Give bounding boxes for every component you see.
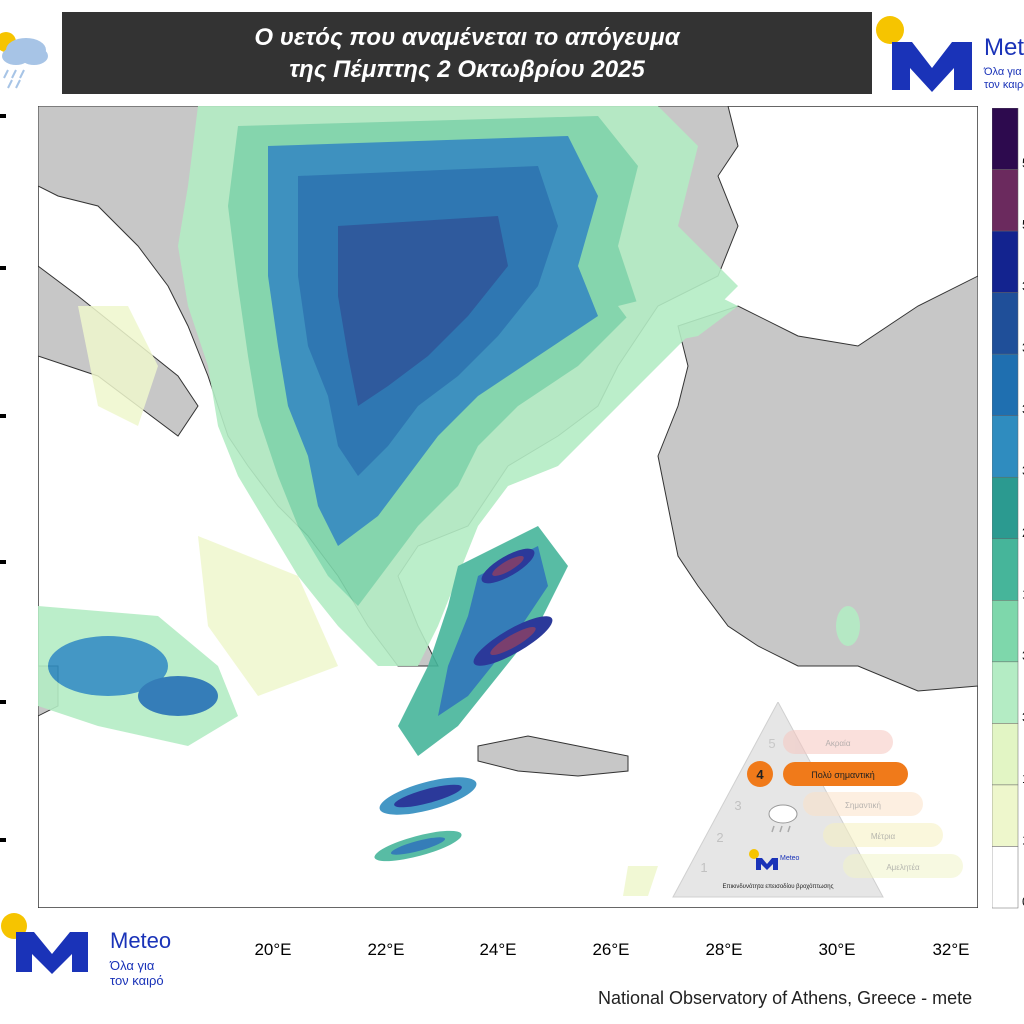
legend-swatch <box>991 476 1019 540</box>
title-line-2: της Πέμπτης 2 Οκτωβρίου 2025 <box>289 56 645 83</box>
legend-tick-label: 2 <box>1022 525 1024 540</box>
meteo-logo-icon <box>876 16 972 92</box>
svg-text:5: 5 <box>768 736 775 751</box>
credit-text: National Observatory of Athens, Greece -… <box>598 988 973 1008</box>
brand-name: Meteo <box>984 34 1024 61</box>
lat-tick <box>0 414 6 418</box>
svg-text:Meteo: Meteo <box>780 855 800 862</box>
legend-swatch <box>991 784 1019 847</box>
legend-swatch <box>991 846 1019 909</box>
legend-swatch <box>991 107 1019 170</box>
title-banner: Ο υετός που αναμένεται το απόγευμα της Π… <box>62 12 872 94</box>
svg-text:Ακραία: Ακραία <box>826 739 851 748</box>
svg-text:Σημαντική: Σημαντική <box>845 801 881 810</box>
legend-swatch <box>991 415 1019 478</box>
lat-tick <box>0 560 6 564</box>
precipitation-legend: 5 5 3 3 3 3 2 1 3 3 1 1 0 <box>991 107 1024 910</box>
lon-label: 24°E <box>479 940 517 959</box>
lat-tick <box>0 700 6 704</box>
legend-tick-label: 0 <box>1022 894 1024 909</box>
warning-active-label: Πολύ σημαντική <box>811 770 875 780</box>
legend-tick-label: 3 <box>1022 279 1024 294</box>
legend-tick-label: 3 <box>1022 709 1024 724</box>
precipitation-map <box>37 105 979 909</box>
legend-tick-label: 3 <box>1022 648 1024 663</box>
meteo-logo-icon <box>1 913 88 974</box>
svg-text:Μέτρια: Μέτρια <box>871 832 896 841</box>
brand-name: Meteo <box>110 928 172 953</box>
lon-label: 22°E <box>367 940 405 959</box>
lon-label: 26°E <box>592 940 630 959</box>
legend-tick-label: 1 <box>1022 832 1024 847</box>
legend-tick-label: 3 <box>1022 463 1024 478</box>
lat-tick <box>0 114 6 118</box>
legend-tick-label: 1 <box>1022 771 1024 786</box>
legend-tick-label: 5 <box>1022 156 1024 171</box>
lon-label: 32°E <box>932 940 970 959</box>
legend-swatch <box>991 600 1019 663</box>
legend-tick-label: 3 <box>1022 402 1024 417</box>
legend-swatch <box>991 661 1019 724</box>
lon-label: 30°E <box>818 940 856 959</box>
legend-tick-label: 5 <box>1022 217 1024 232</box>
warning-scale-pyramid: 4 Πολύ σημαντική 5 3 2 1 Ακραία Σημαντικ… <box>668 700 968 902</box>
warning-active-level: 4 <box>756 767 764 782</box>
rain-cloud-icon <box>0 12 60 94</box>
svg-text:3: 3 <box>734 798 741 813</box>
legend-tick-label: 3 <box>1022 340 1024 355</box>
svg-text:1: 1 <box>700 860 707 875</box>
lon-label: 28°E <box>705 940 743 959</box>
lat-tick <box>0 266 6 270</box>
legend-tick-label: 1 <box>1022 586 1024 601</box>
lon-label: 20°E <box>254 940 292 959</box>
title-line-1: Ο υετός που αναμένεται το απόγευμα <box>254 24 680 51</box>
brand-logo-bottom: Meteo Όλα για τον καιρό <box>0 910 200 990</box>
legend-swatch <box>991 723 1019 786</box>
svg-text:Αμελητέα: Αμελητέα <box>886 863 920 872</box>
legend-swatch <box>991 353 1019 416</box>
svg-text:2: 2 <box>716 830 723 845</box>
legend-swatch <box>991 292 1019 355</box>
legend-swatch <box>991 538 1019 601</box>
legend-swatch <box>991 169 1019 232</box>
warning-caption: Επικινδυνότητα επεισοδίου βροχόπτωσης <box>723 883 834 890</box>
legend-swatch <box>991 230 1019 293</box>
lat-tick <box>0 838 6 842</box>
